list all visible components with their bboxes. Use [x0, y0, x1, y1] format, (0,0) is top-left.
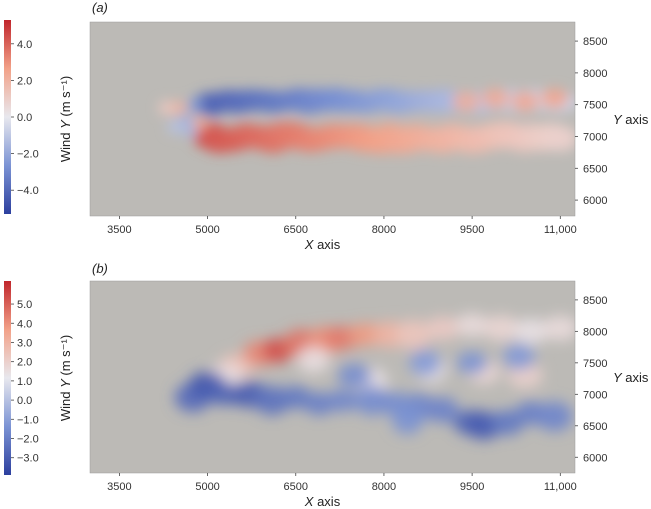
wake-band-positive — [542, 125, 575, 152]
y-tick-label: 7000 — [583, 131, 607, 143]
eddy — [481, 88, 510, 109]
colorbar-tick-label: −4.0 — [17, 185, 39, 197]
eddy — [170, 100, 187, 115]
x-tick-label: 5000 — [195, 224, 219, 236]
y-tick-label: 8000 — [583, 68, 607, 80]
colorbar-tick-label: −2.0 — [17, 434, 39, 446]
colorbar-tick-label: −1.0 — [17, 414, 39, 426]
y-tick-label: 7500 — [583, 358, 607, 370]
panel-label: (b) — [92, 261, 108, 276]
eddy-positive — [395, 319, 432, 350]
eddy-negative — [391, 404, 424, 435]
x-axis-label: X axis — [304, 494, 341, 509]
colorbar-tick-label: 0.0 — [17, 395, 32, 407]
x-tick-label: 3500 — [107, 481, 131, 493]
eddy-positive — [455, 313, 489, 337]
eddy-negative — [337, 363, 372, 387]
eddy-negative — [456, 351, 488, 375]
panel-label: (a) — [92, 0, 108, 15]
x-tick-label: 11,000 — [544, 224, 577, 236]
x-tick-label: 8000 — [372, 224, 396, 236]
colorbar-tick-label: 2.0 — [17, 75, 32, 87]
eddy-negative — [536, 401, 573, 432]
y-tick-label: 8500 — [583, 36, 607, 48]
colorbar — [4, 20, 11, 214]
y-tick-label: 6000 — [583, 195, 607, 207]
eddy — [452, 91, 481, 112]
colorbar — [4, 281, 11, 475]
y-tick-label: 8500 — [583, 295, 607, 307]
colorbar-tick-label: 4.0 — [17, 39, 32, 51]
x-tick-label: 3500 — [107, 224, 131, 236]
eddy-negative — [254, 386, 291, 416]
colorbar-tick-label: 1.0 — [17, 376, 32, 388]
colorbar-tick-label: 4.0 — [17, 318, 32, 330]
y-axis-label: Y axis — [613, 370, 649, 385]
y-tick-label: 6500 — [583, 421, 607, 433]
colorbar-tick-label: −3.0 — [17, 453, 39, 465]
colorbar-tick-label: −2.0 — [17, 149, 39, 161]
plot-background — [90, 22, 575, 216]
eddy — [181, 123, 198, 138]
eddy-negative — [409, 349, 441, 377]
y-tick-label: 6000 — [583, 452, 607, 464]
eddy-negative — [426, 397, 459, 423]
eddy — [167, 119, 184, 134]
plot-background — [90, 281, 575, 473]
y-tick-label: 7000 — [583, 389, 607, 401]
eddy-positive — [425, 316, 460, 340]
eddy-positive — [483, 315, 520, 342]
eddy-negative — [327, 389, 359, 412]
x-tick-label: 9500 — [460, 481, 484, 493]
y-tick-label: 8000 — [583, 326, 607, 338]
wind-field — [158, 87, 575, 155]
panel-b: 3500 5000 6500 8000 9500 11,000 6000 6500 7000 75… — [4, 261, 649, 509]
eddy — [511, 91, 540, 112]
x-tick-label: 5000 — [195, 481, 219, 493]
y-axis-label: Y axis — [613, 112, 649, 127]
plot-frame — [89, 280, 576, 474]
eddy-negative — [280, 385, 311, 410]
plot-frame — [89, 21, 576, 217]
y-tick-label: 7500 — [583, 100, 607, 112]
x-tick-label: 11,000 — [544, 481, 577, 493]
colorbar-tick-label: 0.0 — [17, 112, 32, 124]
x-tick-label: 9500 — [460, 224, 484, 236]
eddy — [540, 88, 569, 109]
eddy-positive — [542, 315, 575, 341]
colorbar-tick-label: 5.0 — [17, 299, 32, 311]
x-axis-label: X axis — [304, 237, 341, 252]
x-tick-label: 6500 — [284, 224, 308, 236]
colorbar-label: Wind Y (m s⁻¹) — [58, 76, 73, 162]
wind-field — [174, 313, 575, 440]
eddy — [158, 100, 175, 115]
colorbar-tick-label: 2.0 — [17, 357, 32, 369]
eddy — [187, 97, 204, 112]
x-tick-label: 6500 — [284, 481, 308, 493]
panel-a: 3500 5000 6500 8000 9500 11,000 6000 6500 7000 75… — [4, 0, 649, 252]
colorbar-label: Wind Y (m s⁻¹) — [58, 335, 73, 421]
eddy-positive — [297, 346, 330, 373]
x-tick-label: 8000 — [372, 481, 396, 493]
eddy-negative — [503, 342, 536, 371]
eddy-negative — [354, 385, 390, 416]
eddy-negative — [303, 392, 335, 416]
eddy-negative — [490, 409, 524, 436]
y-tick-label: 6500 — [583, 163, 607, 175]
colorbar-tick-label: 3.0 — [17, 337, 32, 349]
eddy-positive — [513, 318, 549, 345]
